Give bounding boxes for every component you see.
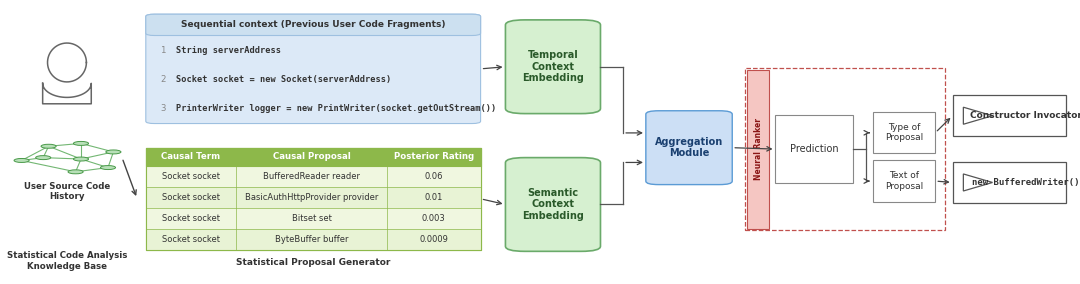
Text: Socket socket: Socket socket (162, 193, 220, 202)
FancyBboxPatch shape (146, 14, 481, 124)
Circle shape (106, 150, 121, 154)
Text: Temporal
Context
Embedding: Temporal Context Embedding (522, 50, 584, 83)
Text: PrinterWriter logger = new PrintWriter(socket.getOutStream()): PrinterWriter logger = new PrintWriter(s… (176, 104, 497, 113)
Bar (146, 166, 481, 187)
Bar (146, 187, 481, 208)
Circle shape (68, 170, 83, 174)
Text: 0.003: 0.003 (422, 214, 446, 223)
FancyBboxPatch shape (146, 14, 481, 36)
Text: 1: 1 (160, 46, 166, 55)
Text: Socket socket = new Socket(serverAddress): Socket socket = new Socket(serverAddress… (176, 75, 391, 84)
Circle shape (36, 156, 51, 160)
Circle shape (41, 144, 56, 148)
Circle shape (73, 141, 89, 145)
Bar (745, 68, 945, 230)
Text: 0.0009: 0.0009 (419, 235, 448, 244)
Text: Neural Ranker: Neural Ranker (754, 118, 762, 180)
Text: Sequential context (Previous User Code Fragments): Sequential context (Previous User Code F… (181, 20, 445, 29)
Bar (146, 148, 481, 250)
Text: BufferedReader reader: BufferedReader reader (264, 172, 360, 181)
Text: Statistical Proposal Generator: Statistical Proposal Generator (237, 258, 390, 267)
Text: BasicAuthHttpProvider provider: BasicAuthHttpProvider provider (245, 193, 378, 202)
Text: Socket socket: Socket socket (162, 235, 220, 244)
Text: 0.01: 0.01 (424, 193, 443, 202)
Text: User Source Code
History: User Source Code History (24, 182, 110, 201)
Circle shape (14, 158, 29, 162)
Text: Text of
Proposal: Text of Proposal (885, 171, 923, 191)
Text: Statistical Code Analysis
Knowledge Base: Statistical Code Analysis Knowledge Base (6, 251, 127, 271)
Text: Constructor Invocator: Constructor Invocator (970, 111, 1080, 120)
Bar (146, 208, 481, 229)
Text: Bitset set: Bitset set (292, 214, 332, 223)
Bar (953, 95, 1066, 136)
FancyBboxPatch shape (646, 111, 732, 185)
Text: Socket socket: Socket socket (162, 214, 220, 223)
Bar (775, 115, 853, 183)
FancyBboxPatch shape (505, 158, 600, 251)
FancyBboxPatch shape (505, 20, 600, 114)
Bar (873, 160, 935, 202)
Text: Semantic
Context
Embedding: Semantic Context Embedding (522, 188, 584, 221)
Bar (146, 229, 481, 250)
Bar (146, 148, 481, 166)
Text: 2: 2 (160, 75, 166, 84)
Text: Posterior Rating: Posterior Rating (394, 152, 474, 161)
Text: new BufferedWriter(): new BufferedWriter() (972, 178, 1079, 187)
Bar (873, 112, 935, 153)
Bar (953, 162, 1066, 203)
Text: Socket socket: Socket socket (162, 172, 220, 181)
Text: Causal Proposal: Causal Proposal (272, 152, 350, 161)
Bar (747, 70, 769, 229)
Text: 3: 3 (160, 104, 166, 113)
Circle shape (100, 166, 116, 170)
Text: ByteBuffer buffer: ByteBuffer buffer (274, 235, 348, 244)
Text: String serverAddress: String serverAddress (176, 46, 281, 55)
Text: Causal Term: Causal Term (161, 152, 220, 161)
Text: 0.06: 0.06 (424, 172, 443, 181)
Text: Type of
Proposal: Type of Proposal (885, 123, 923, 143)
Text: Aggregation
Module: Aggregation Module (654, 137, 724, 158)
Circle shape (73, 157, 89, 161)
Text: Prediction: Prediction (789, 144, 839, 154)
Bar (146, 148, 481, 250)
